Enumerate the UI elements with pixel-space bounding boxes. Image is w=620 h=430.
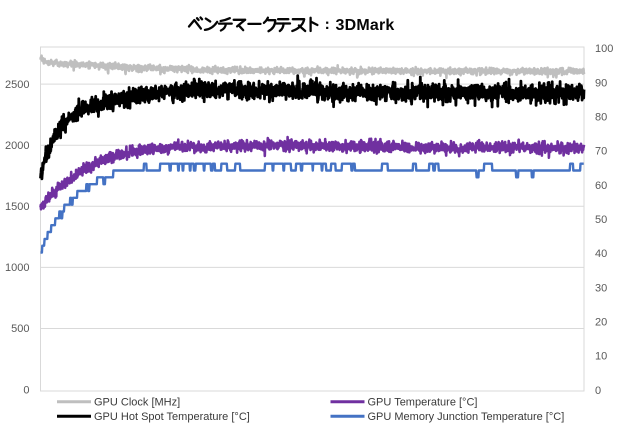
svg-text:30: 30 — [595, 282, 607, 294]
svg-text:100: 100 — [595, 43, 613, 55]
svg-text:1000: 1000 — [5, 262, 29, 274]
svg-text:80: 80 — [595, 112, 607, 124]
svg-text:3DMark: 3DMark — [336, 17, 395, 34]
svg-text:500: 500 — [11, 323, 29, 335]
svg-text:20: 20 — [595, 317, 607, 329]
svg-text:50: 50 — [595, 214, 607, 226]
svg-text:GPU Clock [MHz]: GPU Clock [MHz] — [94, 397, 180, 409]
svg-text:0: 0 — [23, 384, 29, 396]
svg-text:10: 10 — [595, 351, 607, 363]
svg-text:0: 0 — [595, 385, 601, 397]
svg-text:60: 60 — [595, 180, 607, 192]
svg-text:GPU Temperature [°C]: GPU Temperature [°C] — [368, 397, 478, 409]
svg-text:2000: 2000 — [5, 140, 29, 152]
svg-text:GPU Hot Spot Temperature [°C]: GPU Hot Spot Temperature [°C] — [94, 411, 250, 423]
svg-text:1500: 1500 — [5, 201, 29, 213]
svg-text:40: 40 — [595, 248, 607, 260]
svg-text:GPU Memory Junction Temperatur: GPU Memory Junction Temperature [°C] — [368, 411, 565, 423]
svg-text:70: 70 — [595, 146, 607, 158]
svg-text:2500: 2500 — [5, 79, 29, 91]
svg-text:90: 90 — [595, 77, 607, 89]
